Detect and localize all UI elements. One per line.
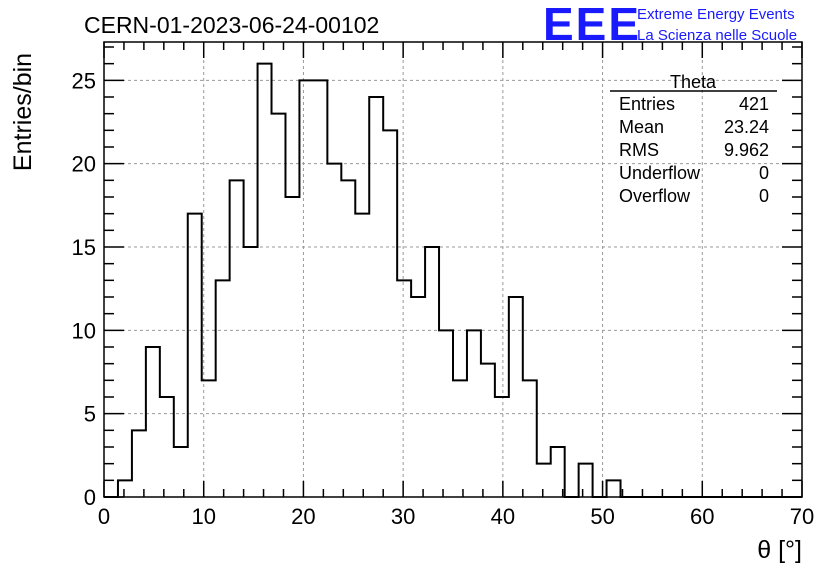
- histogram-bin: [355, 214, 369, 497]
- histogram-bin: [132, 430, 146, 497]
- histogram-bin: [369, 97, 383, 497]
- stats-box: Theta Entries 421 Mean 23.24 RMS 9.962 Underfl…: [610, 72, 777, 206]
- eee-logo-mark: EEE: [543, 0, 641, 50]
- stats-row-value: 0: [759, 186, 769, 206]
- histogram-bin: [272, 114, 286, 497]
- x-tick-label: 60: [690, 504, 714, 529]
- histogram-bin: [523, 380, 537, 497]
- stats-row-value: 0: [759, 163, 769, 183]
- y-tick-label: 15: [72, 235, 96, 260]
- x-tick-label: 10: [191, 504, 215, 529]
- histogram-bin: [495, 397, 509, 497]
- histogram-bin: [453, 380, 467, 497]
- histogram-bin: [341, 180, 355, 497]
- stats-row-label: Underflow: [619, 163, 701, 183]
- x-tick-label: 50: [590, 504, 614, 529]
- x-axis-ticks: 0 10 20 30 40 50 60 70: [98, 42, 814, 529]
- histogram-bin: [146, 347, 160, 497]
- y-axis-title: Entries/bin: [9, 53, 37, 171]
- grid: [104, 42, 802, 497]
- stats-row-label: Entries: [619, 94, 675, 114]
- histogram-bin: [481, 364, 495, 497]
- axes: [103, 41, 803, 498]
- logo-line-2: La Scienza nelle Scuole: [637, 27, 797, 44]
- histogram-bin: [174, 447, 188, 497]
- logo-line-1: Extreme Energy Events: [637, 6, 795, 23]
- stats-row-value: 9.962: [724, 140, 769, 160]
- histogram-bin: [397, 280, 411, 497]
- histogram-bin: [537, 464, 551, 497]
- y-tick-label: 20: [72, 152, 96, 177]
- histogram-bin: [244, 247, 258, 497]
- eee-logo: EEE Extreme Energy Events La Scienza nel…: [543, 0, 797, 50]
- plot-frame: [103, 41, 803, 498]
- stats-row-label: Overflow: [619, 186, 691, 206]
- histogram-bin: [188, 214, 202, 497]
- x-tick-label: 30: [391, 504, 415, 529]
- x-tick-label: 0: [98, 504, 110, 529]
- histogram-bin: [383, 130, 397, 497]
- histogram-outline: [104, 62, 802, 498]
- histogram-bin: [607, 480, 621, 497]
- y-tick-label: 10: [72, 318, 96, 343]
- x-tick-label: 70: [790, 504, 814, 529]
- histogram-bin: [285, 197, 299, 497]
- stats-row-label: Mean: [619, 117, 664, 137]
- y-tick-label: 0: [84, 485, 96, 510]
- histogram-bin: [299, 80, 313, 497]
- x-axis-title: θ [°]: [757, 536, 802, 564]
- histogram-series: [104, 62, 802, 498]
- histogram-bin: [579, 464, 593, 497]
- histogram-bin: [425, 247, 439, 497]
- histogram-bin: [313, 80, 327, 497]
- histogram-bin: [258, 64, 272, 497]
- stats-row-value: 23.24: [724, 117, 769, 137]
- stats-rows: Entries 421 Mean 23.24 RMS 9.962 Underflow 0 Ove…: [619, 94, 769, 206]
- stats-row-label: RMS: [619, 140, 659, 160]
- stats-title: Theta: [670, 72, 717, 92]
- histogram-bin: [118, 480, 132, 497]
- histogram-bin: [160, 397, 174, 497]
- x-tick-label: 20: [291, 504, 315, 529]
- y-axis-ticks: 0 5 10 15 20 25: [72, 46, 802, 510]
- stats-row-value: 421: [739, 94, 769, 114]
- histogram-bin: [230, 180, 244, 497]
- histogram-bin: [216, 280, 230, 497]
- histogram-bin: [509, 297, 523, 497]
- y-tick-label: 25: [72, 68, 96, 93]
- y-tick-label: 5: [84, 402, 96, 427]
- histogram-bin: [411, 297, 425, 497]
- chart-title: CERN-01-2023-06-24-00102: [84, 12, 379, 38]
- x-tick-label: 40: [491, 504, 515, 529]
